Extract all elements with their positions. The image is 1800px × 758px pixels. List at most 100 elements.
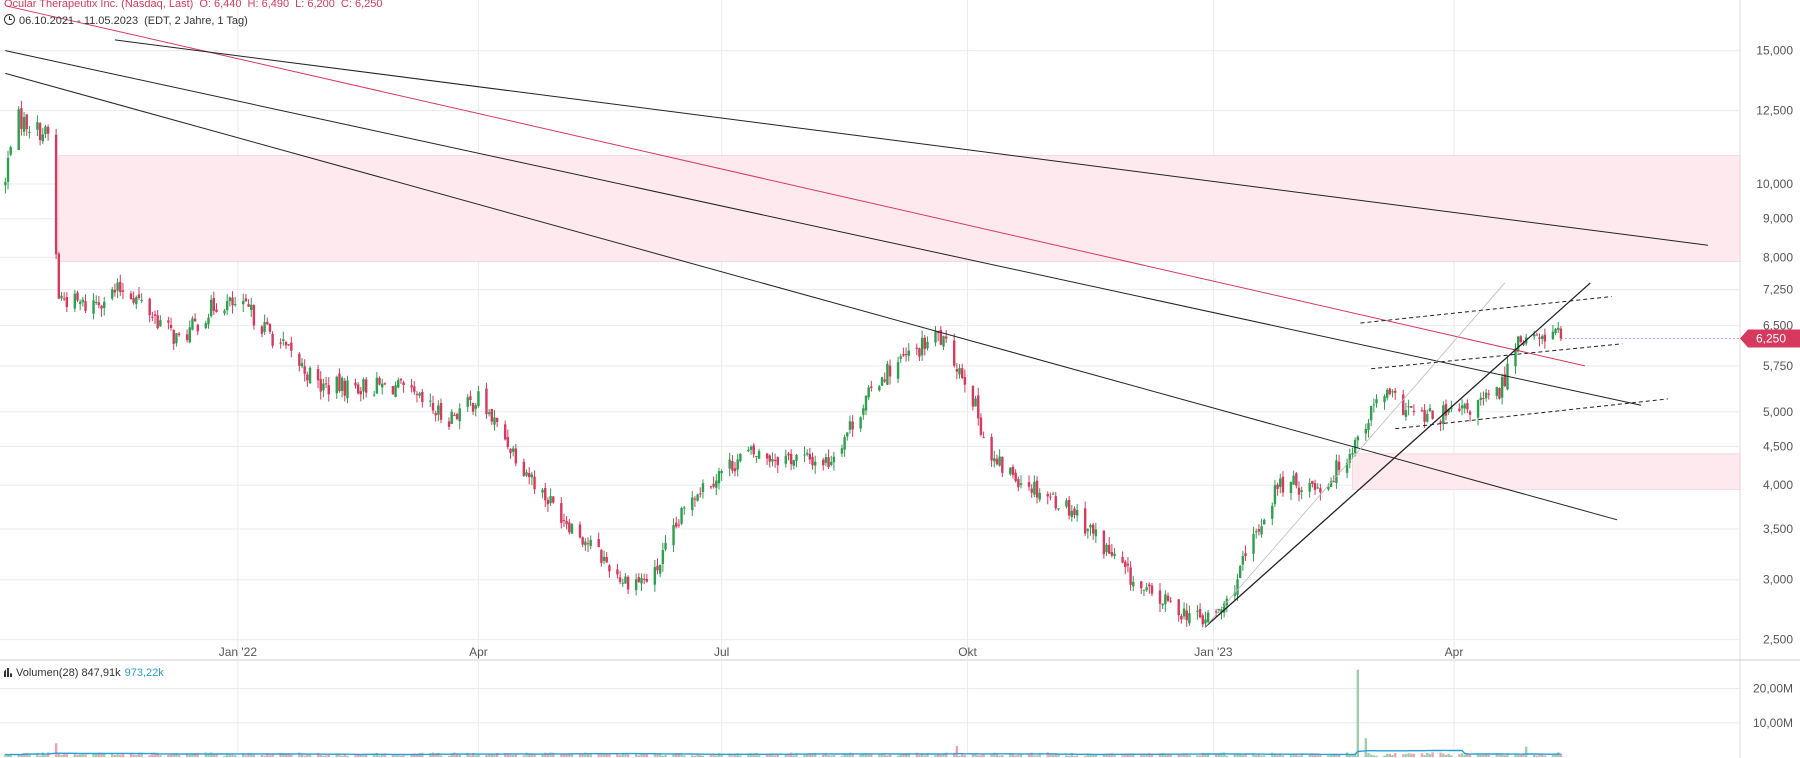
volume-bar xyxy=(1372,755,1376,757)
candle-body xyxy=(1468,411,1472,415)
x-tick-label: Okt xyxy=(958,645,977,659)
volume-bar xyxy=(212,754,216,757)
high-value: H: 6,490 xyxy=(247,0,290,10)
volume-bar xyxy=(1404,754,1408,757)
volume-bar xyxy=(511,754,515,757)
volume-bar xyxy=(757,755,761,757)
volume-bar xyxy=(1030,752,1033,757)
volume-bar xyxy=(284,753,288,757)
volume-bar xyxy=(1206,752,1210,757)
candle-body xyxy=(1391,391,1394,393)
volume-bar xyxy=(733,753,737,757)
volume-bar xyxy=(306,754,309,757)
candle-body xyxy=(95,302,98,304)
candle-body xyxy=(335,376,338,394)
instrument-name: Ocular Therapeutix Inc. (Nasdaq, Last) xyxy=(4,0,194,10)
candle-body xyxy=(977,395,980,419)
candle-body xyxy=(137,294,141,299)
candle-body xyxy=(851,421,854,430)
volume-bar xyxy=(696,753,699,757)
volume-bar xyxy=(1094,755,1098,757)
candle-body xyxy=(1514,348,1517,367)
volume-bar xyxy=(1524,746,1528,757)
volume-bar xyxy=(1308,754,1311,757)
y-tick-label: 7,250 xyxy=(1763,283,1793,297)
volume-bar xyxy=(84,754,87,757)
volume-bar xyxy=(974,753,977,757)
candle-body xyxy=(1177,599,1180,616)
candle-body xyxy=(525,472,528,476)
candle-body xyxy=(565,521,568,525)
candle-body xyxy=(132,298,135,303)
volume-bar xyxy=(439,755,443,757)
candle-body xyxy=(474,405,477,409)
candle-body xyxy=(1065,500,1068,507)
candle-body xyxy=(771,459,774,462)
candle-body xyxy=(76,292,79,301)
volume-bar xyxy=(20,754,23,757)
volume-bar xyxy=(814,752,817,757)
candle-body xyxy=(97,302,101,306)
volume-bar xyxy=(28,754,31,757)
candle-body xyxy=(1385,389,1389,398)
volume-bar xyxy=(1142,754,1146,757)
volume-bar xyxy=(1388,753,1392,757)
candle-body xyxy=(840,448,844,454)
candle-body xyxy=(1009,467,1012,475)
volume-bar xyxy=(279,752,282,757)
candle-body xyxy=(578,524,582,538)
volume-bar xyxy=(1532,754,1536,757)
volume-bar xyxy=(752,753,755,757)
candle-body xyxy=(252,305,256,326)
volume-bar xyxy=(378,755,381,757)
volume-bar xyxy=(862,754,865,757)
candle-body xyxy=(1113,553,1116,557)
candle-body xyxy=(1252,533,1255,554)
volume-bar xyxy=(1236,754,1239,757)
candle-body xyxy=(918,348,921,357)
volume-bar xyxy=(324,755,328,757)
volume-bar xyxy=(1158,753,1162,757)
volume-bar xyxy=(1327,755,1330,757)
x-tick-label: Apr xyxy=(469,645,488,659)
volume-bar xyxy=(1238,753,1242,757)
volume-bar xyxy=(902,753,905,757)
volume-bar xyxy=(626,753,630,757)
candle-body xyxy=(683,507,686,509)
volume-bar xyxy=(982,753,985,757)
volume-bar xyxy=(81,753,85,757)
volume-bar xyxy=(528,754,531,757)
candle-body xyxy=(1557,327,1560,330)
candle-body xyxy=(306,374,309,381)
candle-body xyxy=(191,318,194,330)
candle-body xyxy=(514,448,518,464)
candle-body xyxy=(926,341,929,349)
candle-body xyxy=(522,461,526,476)
volume-bar xyxy=(822,754,825,757)
volume-bar xyxy=(570,753,574,757)
candle-body xyxy=(939,329,943,345)
volume-bar xyxy=(1273,753,1277,757)
volume-bar xyxy=(993,752,996,757)
volume-bar xyxy=(1289,753,1293,757)
volume-bar xyxy=(1460,753,1464,757)
candle-body xyxy=(720,470,723,474)
volume-bar xyxy=(1351,753,1354,757)
volume-bar xyxy=(995,754,999,757)
volume-bar xyxy=(1466,754,1469,757)
candle-body xyxy=(1142,589,1146,591)
volume-bar xyxy=(658,753,662,757)
candle-body xyxy=(1295,473,1298,486)
volume-bar xyxy=(1319,754,1322,757)
volume-bar xyxy=(204,752,208,757)
volume-bar xyxy=(880,753,884,757)
volume-bar xyxy=(1073,755,1076,757)
candle-body xyxy=(354,382,357,386)
volume-bar xyxy=(364,754,368,757)
candle-body xyxy=(46,126,50,134)
candle-body xyxy=(1498,388,1501,399)
volume-bar xyxy=(720,754,723,757)
volume-bar xyxy=(990,753,993,757)
volume-bar xyxy=(1180,754,1183,757)
